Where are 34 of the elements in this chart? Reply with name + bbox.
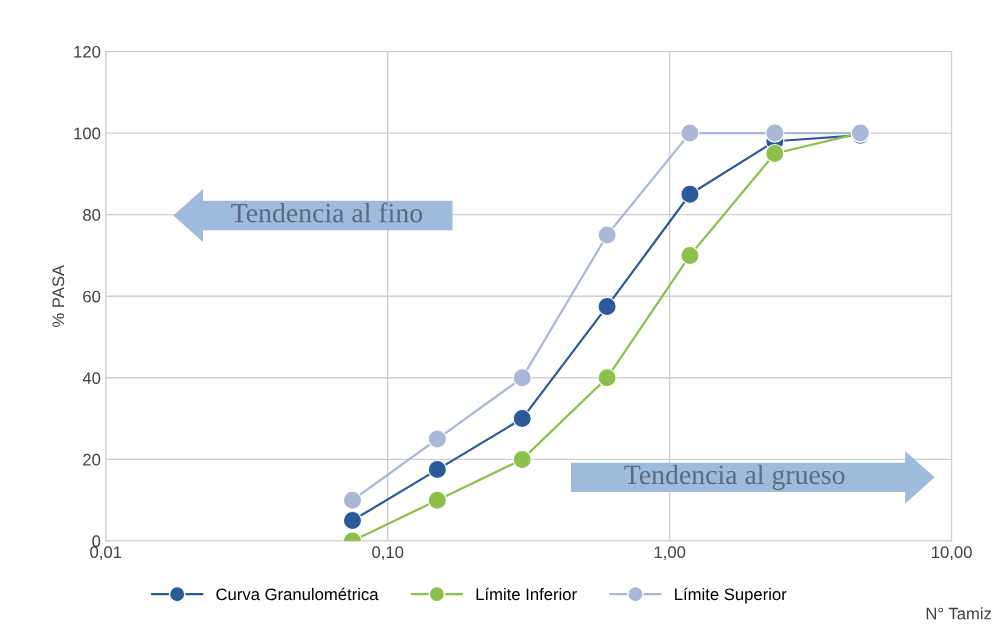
- point: [680, 123, 700, 143]
- point: [597, 296, 617, 317]
- annotation: Tendencia al fino: [231, 202, 423, 223]
- annotation: Tendencia al grueso: [624, 464, 845, 490]
- legend-label: Límite Superior: [675, 587, 787, 604]
- point: [597, 225, 617, 245]
- point: [512, 408, 532, 429]
- x-axis-title: N° Tamiz: [926, 607, 992, 620]
- y-tick-label: 80: [83, 209, 101, 221]
- legend-label: Curva Granulométrica: [216, 587, 379, 601]
- y-tick-label: 60: [83, 290, 101, 303]
- y-tick-label: 20: [83, 453, 101, 466]
- point: [680, 184, 700, 204]
- y-tick-label: 120: [74, 45, 101, 58]
- x-tick-label: 0,10: [372, 546, 404, 561]
- x-tick-label: 10,00: [932, 546, 972, 561]
- point: [512, 368, 532, 388]
- point: [342, 490, 363, 510]
- y-axis-title: % PASA: [52, 264, 65, 327]
- point: [680, 245, 700, 266]
- point: [427, 429, 447, 449]
- point: [427, 490, 447, 510]
- point: [427, 459, 447, 480]
- y-tick-label: 0: [92, 535, 101, 548]
- point: [342, 510, 363, 531]
- point: [765, 143, 785, 164]
- x-tick-label: 1,00: [654, 546, 686, 561]
- legend-label: Límite Inferior: [476, 587, 577, 601]
- point: [512, 449, 532, 469]
- x-tick-label: 0,01: [90, 546, 122, 561]
- point: [765, 123, 785, 143]
- point: [597, 368, 617, 388]
- y-tick-label: 40: [82, 372, 101, 385]
- y-tick-label: 100: [74, 127, 101, 140]
